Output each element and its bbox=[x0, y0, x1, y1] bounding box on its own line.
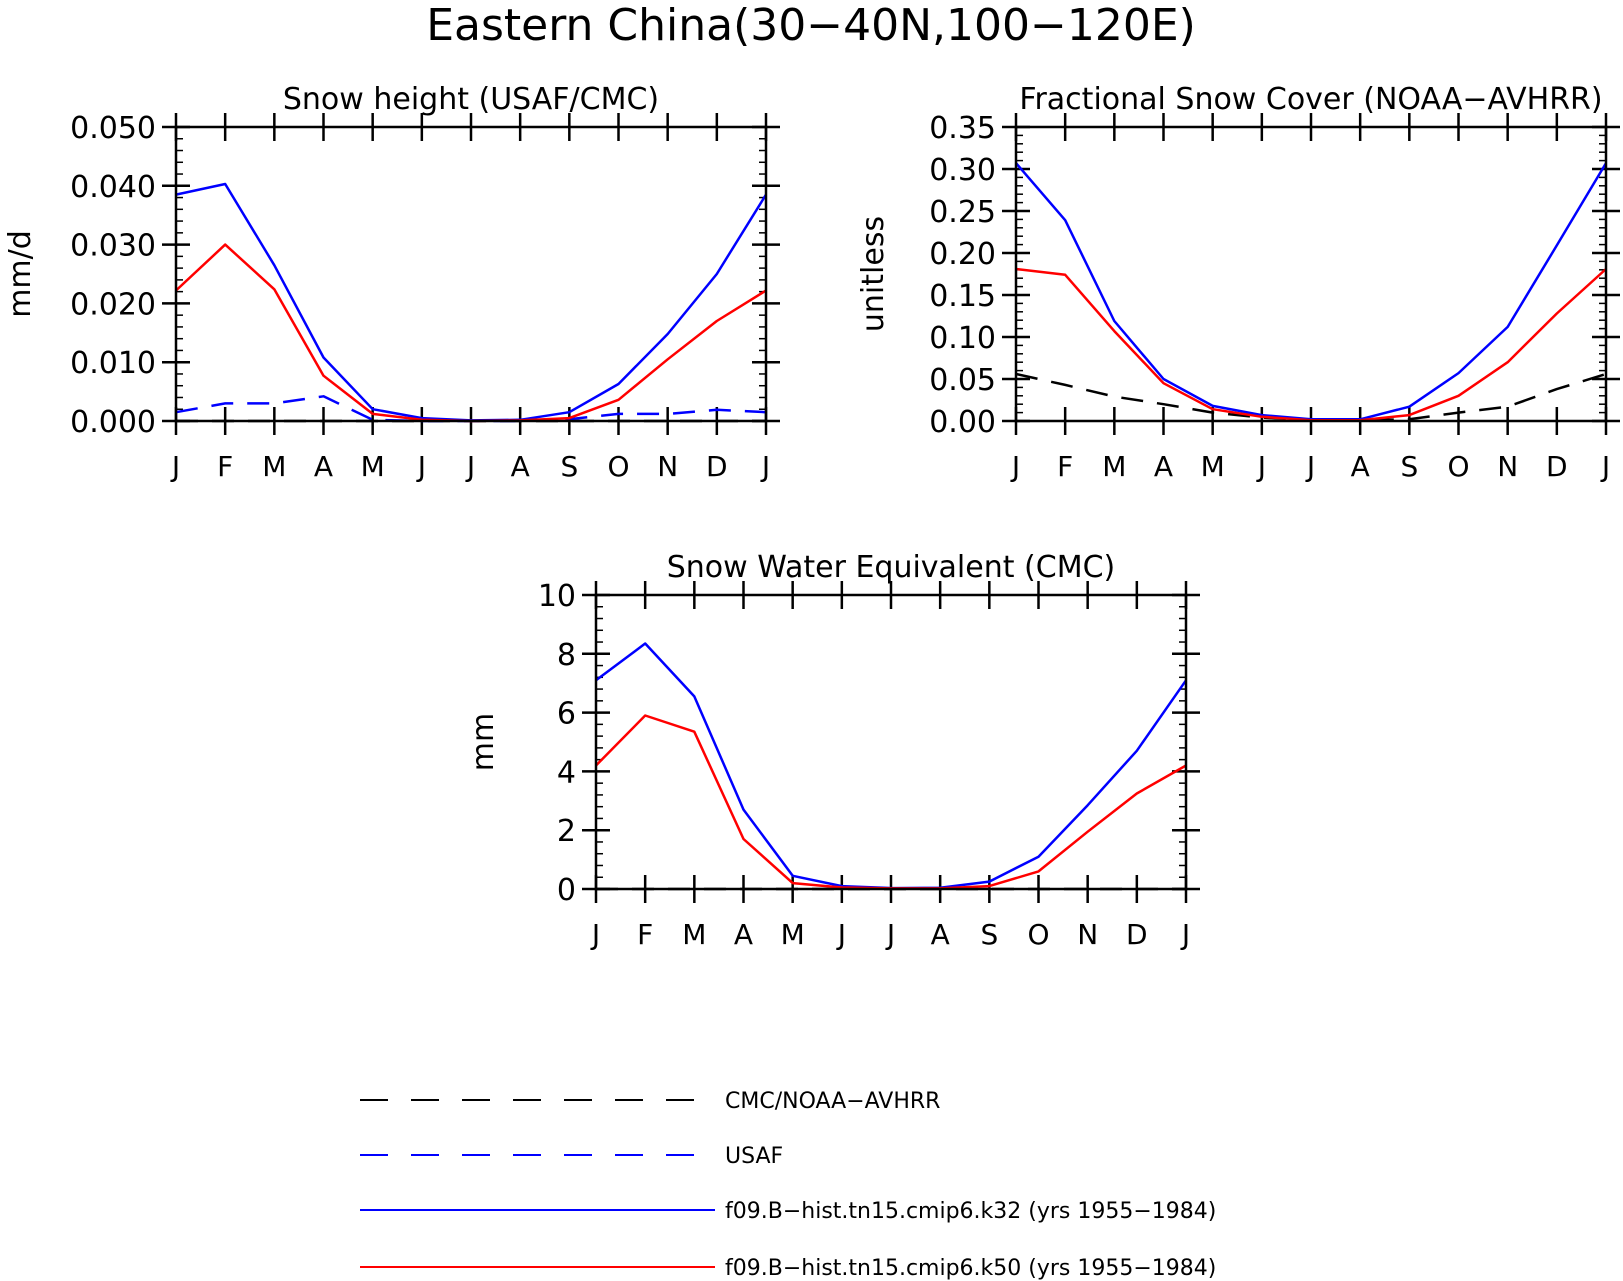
series-line bbox=[175, 182, 768, 422]
y-tick-label: 0.010 bbox=[70, 346, 156, 381]
y-tick-label: 6 bbox=[557, 697, 576, 732]
x-tick-label: M bbox=[262, 450, 286, 483]
series-line bbox=[175, 243, 767, 423]
x-tick-label: J bbox=[836, 918, 846, 951]
x-tick-label: J bbox=[1256, 450, 1266, 483]
legend-item: CMC/NOAA−AVHRR bbox=[360, 1089, 940, 1114]
y-tick-label: 8 bbox=[557, 638, 576, 673]
x-tick-label: J bbox=[1600, 450, 1610, 483]
legend: CMC/NOAA−AVHRR USAF f09.B−hist.tn15.cmip6.… bbox=[360, 1089, 1216, 1281]
x-tick-label: F bbox=[217, 450, 233, 483]
y-tick-label: 0 bbox=[557, 873, 576, 908]
y-tick-label: 0.30 bbox=[929, 153, 996, 188]
x-tick-label: S bbox=[980, 918, 998, 951]
x-tick-label: D bbox=[1546, 450, 1568, 483]
chart-panel-1: Snow height (USAF/CMC) mm/d 0.000 0.010 0.02… bbox=[3, 82, 780, 483]
x-tick-label: O bbox=[1027, 918, 1049, 951]
x-tick-label: A bbox=[734, 918, 753, 951]
panel-title: Snow height (USAF/CMC) bbox=[283, 82, 659, 117]
series-line bbox=[1015, 267, 1607, 422]
x-tick-label: F bbox=[1057, 450, 1073, 483]
plot-frame bbox=[174, 125, 768, 423]
x-tick-label: J bbox=[1180, 918, 1190, 951]
y-tick-label: 4 bbox=[557, 755, 576, 790]
x-tick-label: M bbox=[361, 450, 385, 483]
x-tick-label: D bbox=[706, 450, 728, 483]
y-tick-label: 0.030 bbox=[70, 229, 156, 264]
x-tick-label: M bbox=[781, 918, 805, 951]
x-tick-label: M bbox=[1201, 450, 1225, 483]
y-tick-label: 0.05 bbox=[929, 363, 996, 398]
y-tick-label: 0.25 bbox=[929, 195, 996, 230]
y-tick-label: 2 bbox=[557, 814, 576, 849]
plot-frame bbox=[594, 593, 1188, 891]
y-axis-label: mm bbox=[466, 713, 501, 771]
x-tick-label: A bbox=[1154, 450, 1173, 483]
x-tick-label: A bbox=[511, 450, 530, 483]
legend-label: f09.B−hist.tn15.cmip6.k50 (yrs 1955−1984… bbox=[725, 1256, 1216, 1281]
chart-panels: Snow height (USAF/CMC)mm/d0.0000.0100.02… bbox=[3, 82, 1620, 951]
x-tick-label: M bbox=[1102, 450, 1126, 483]
x-tick-label: J bbox=[1010, 450, 1020, 483]
x-tick-label: J bbox=[170, 450, 180, 483]
y-tick-label: 10 bbox=[538, 579, 576, 614]
chart-panel-2: Fractional Snow Cover (NOAA−AVHRR) unitle… bbox=[856, 82, 1620, 483]
figure-title: Eastern China(30−40N,100−120E) bbox=[426, 0, 1196, 51]
x-tick-label: J bbox=[1305, 450, 1315, 483]
x-tick-label: N bbox=[657, 450, 678, 483]
y-tick-label: 0.020 bbox=[70, 287, 156, 322]
x-tick-label: J bbox=[885, 918, 895, 951]
x-tick-label: A bbox=[931, 918, 950, 951]
series-line bbox=[1015, 162, 1608, 421]
x-tick-label: S bbox=[1400, 450, 1418, 483]
y-tick-label: 0.35 bbox=[929, 111, 996, 146]
y-tick-label: 0.10 bbox=[929, 321, 996, 356]
y-tick-label: 0.20 bbox=[929, 237, 996, 272]
series-line bbox=[595, 714, 1187, 890]
legend-item: USAF bbox=[360, 1144, 783, 1169]
y-tick-label: 0.040 bbox=[70, 170, 156, 205]
x-tick-label: A bbox=[1351, 450, 1370, 483]
x-tick-label: O bbox=[607, 450, 629, 483]
x-tick-label: M bbox=[682, 918, 706, 951]
legend-item: f09.B−hist.tn15.cmip6.k32 (yrs 1955−1984… bbox=[360, 1199, 1216, 1224]
y-tick-label: 0.00 bbox=[929, 405, 996, 440]
x-tick-label: A bbox=[314, 450, 333, 483]
legend-label: USAF bbox=[725, 1144, 783, 1169]
x-tick-label: J bbox=[760, 450, 770, 483]
x-tick-label: D bbox=[1126, 918, 1148, 951]
panel-title: Snow Water Equivalent (CMC) bbox=[667, 550, 1115, 585]
x-tick-label: S bbox=[560, 450, 578, 483]
plot-frame bbox=[1014, 125, 1608, 423]
x-tick-label: J bbox=[416, 450, 426, 483]
x-tick-label: O bbox=[1447, 450, 1469, 483]
x-tick-label: F bbox=[637, 918, 653, 951]
panel-title: Fractional Snow Cover (NOAA−AVHRR) bbox=[1019, 82, 1602, 117]
series-line bbox=[595, 642, 1188, 890]
x-tick-label: J bbox=[590, 918, 600, 951]
x-tick-label: N bbox=[1077, 918, 1098, 951]
legend-item: f09.B−hist.tn15.cmip6.k50 (yrs 1955−1984… bbox=[360, 1256, 1216, 1281]
y-axis-label: unitless bbox=[856, 216, 891, 332]
legend-label: CMC/NOAA−AVHRR bbox=[725, 1089, 940, 1114]
legend-label: f09.B−hist.tn15.cmip6.k32 (yrs 1955−1984… bbox=[725, 1199, 1216, 1224]
y-axis-label: mm/d bbox=[3, 230, 38, 318]
y-tick-label: 0.000 bbox=[70, 405, 156, 440]
y-tick-label: 0.15 bbox=[929, 279, 996, 314]
x-tick-label: N bbox=[1497, 450, 1518, 483]
x-tick-label: J bbox=[465, 450, 475, 483]
y-tick-label: 0.050 bbox=[70, 111, 156, 146]
